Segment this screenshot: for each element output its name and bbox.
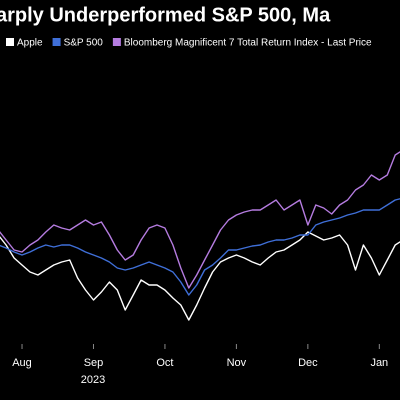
series-line xyxy=(0,231,400,321)
x-tick-label: Dec xyxy=(298,357,318,369)
x-tick-label: Nov xyxy=(227,357,247,369)
legend-swatch xyxy=(52,38,61,46)
legend-label: Apple xyxy=(17,38,43,49)
x-tick-label: Sep xyxy=(84,357,104,369)
legend-swatch xyxy=(6,38,14,46)
legend-swatch xyxy=(112,38,121,46)
series-line xyxy=(0,198,400,296)
chart-title: arply Underperformed S&P 500, Ma xyxy=(0,4,331,26)
x-tick-label: Jan xyxy=(370,357,388,369)
series-line xyxy=(0,151,400,289)
legend-label: Bloomberg Magnificent 7 Total Return Ind… xyxy=(124,38,372,49)
x-tick-label: Aug xyxy=(12,357,32,369)
legend-label: S&P 500 xyxy=(64,38,104,49)
x-tick-label: Oct xyxy=(156,357,173,369)
year-label: 2023 xyxy=(81,374,105,386)
